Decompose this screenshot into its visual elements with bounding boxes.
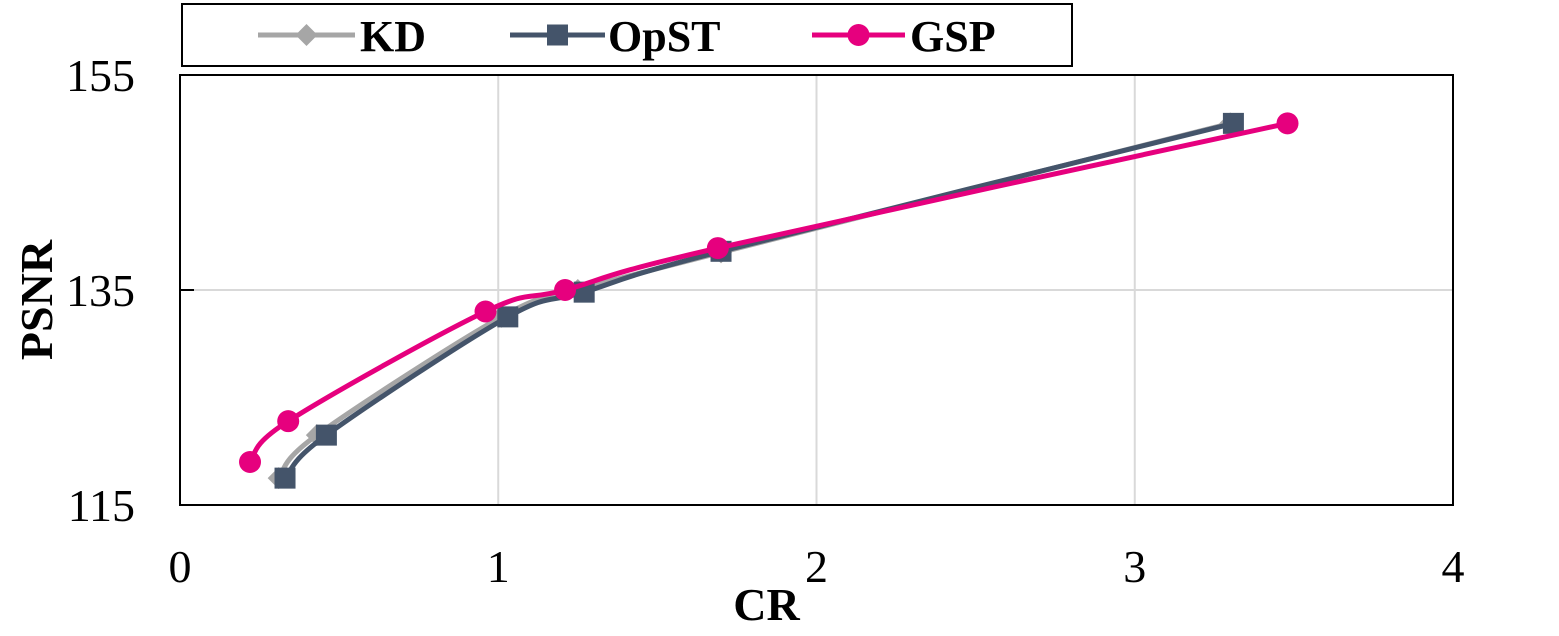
series-layer bbox=[239, 112, 1299, 490]
legend-swatch-marker bbox=[547, 24, 568, 46]
x-tick-label: 2 bbox=[805, 541, 828, 592]
data-point-gsp bbox=[1276, 112, 1299, 135]
y-axis-title: PSNR bbox=[11, 239, 62, 360]
x-tick-label: 0 bbox=[169, 541, 192, 592]
legend-label: OpST bbox=[608, 12, 721, 61]
y-tick-label: 155 bbox=[66, 50, 135, 101]
data-point-gsp bbox=[239, 451, 262, 473]
legend-item-kd: KD bbox=[258, 12, 426, 61]
x-axis-title: CR bbox=[733, 579, 800, 630]
x-tick-label: 1 bbox=[487, 541, 510, 592]
series-gsp bbox=[239, 112, 1299, 473]
data-point-gsp bbox=[554, 279, 577, 301]
x-tick-label: 4 bbox=[1442, 541, 1465, 592]
series-kd bbox=[267, 112, 1242, 490]
data-point-opst bbox=[1222, 112, 1244, 134]
legend-item-gsp: GSP bbox=[812, 12, 996, 61]
series-line-opst bbox=[283, 120, 1235, 480]
grid bbox=[180, 75, 1453, 505]
legend-swatch-marker bbox=[847, 24, 870, 46]
data-point-opst bbox=[497, 306, 519, 328]
data-point-opst bbox=[274, 467, 296, 489]
data-point-gsp bbox=[706, 237, 729, 260]
legend: KD OpST GSP bbox=[181, 3, 1073, 67]
legend-label: KD bbox=[360, 12, 426, 61]
series-opst bbox=[274, 112, 1244, 489]
legend-item-opst: OpST bbox=[510, 12, 721, 61]
data-point-gsp bbox=[277, 410, 300, 433]
data-point-opst bbox=[315, 424, 337, 446]
series-line-kd bbox=[276, 120, 1231, 480]
x-tick-label: 3 bbox=[1123, 541, 1146, 592]
y-tick-label: 115 bbox=[68, 480, 135, 531]
tick-labels: 0 1 2 3 4 115 135 155 bbox=[66, 50, 1465, 592]
series-line-gsp bbox=[247, 120, 1289, 464]
legend-swatch-marker bbox=[295, 24, 318, 46]
y-tick-label: 135 bbox=[66, 265, 135, 316]
data-point-gsp bbox=[474, 300, 497, 323]
legend-label: GSP bbox=[910, 12, 996, 61]
